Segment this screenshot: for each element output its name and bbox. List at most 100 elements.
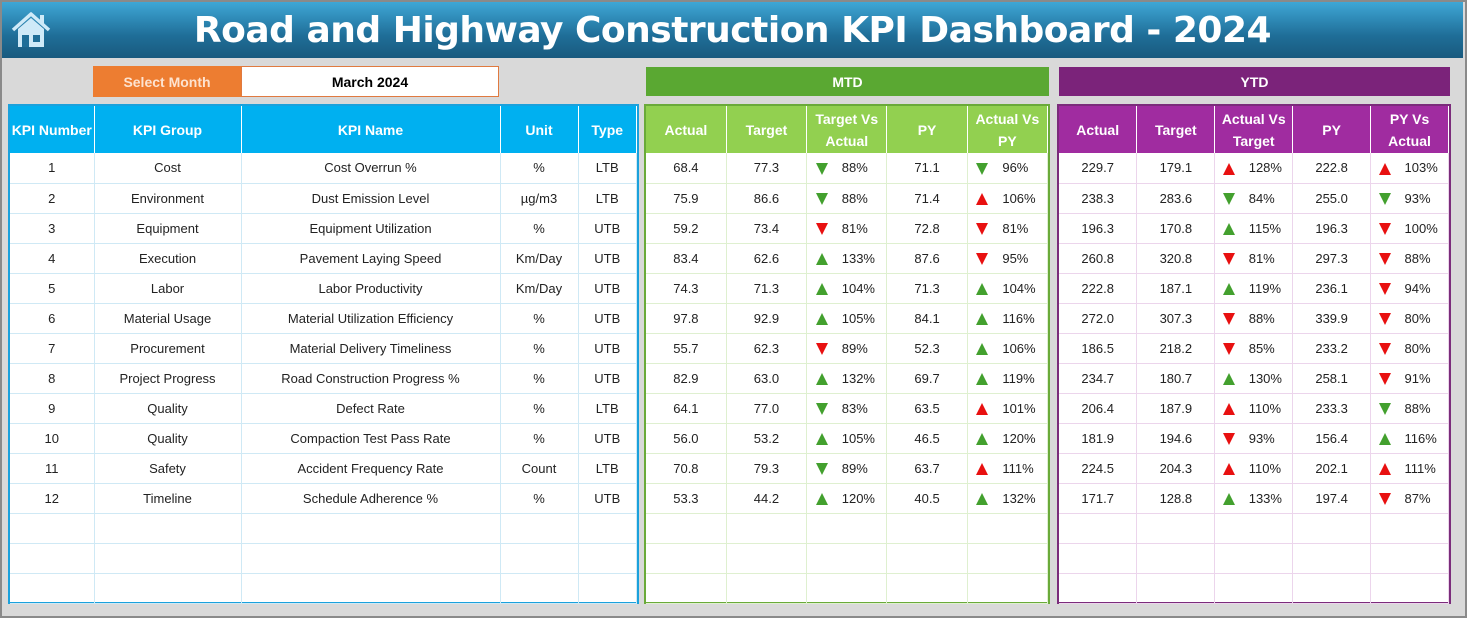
kpi-num-cell: 5 bbox=[10, 273, 95, 304]
ytd-tva-cell: 130% bbox=[1214, 363, 1294, 394]
ytd-avp-cell bbox=[1370, 543, 1449, 574]
ytd-table: Actual Target Actual Vs Target PY PY Vs Actu… bbox=[1057, 104, 1451, 604]
kpi-num-cell: 8 bbox=[10, 363, 95, 394]
ytd-tva-cell: 133% bbox=[1214, 483, 1294, 514]
arrow-down-icon bbox=[815, 463, 828, 476]
ytd-avp-cell: 100% bbox=[1370, 213, 1449, 244]
mtd-actual-cell bbox=[646, 513, 727, 544]
mtd-tva-cell: 83% bbox=[806, 393, 888, 424]
percent-value: 133% bbox=[841, 250, 875, 266]
kpi-unit-cell: % bbox=[500, 333, 579, 364]
mtd-target-cell: 62.3 bbox=[726, 333, 808, 364]
ytd-target-cell: 194.6 bbox=[1136, 423, 1216, 454]
arrow-down-icon bbox=[815, 223, 828, 236]
ytd-actual-cell: 196.3 bbox=[1059, 213, 1138, 244]
arrow-up-icon bbox=[976, 343, 989, 356]
home-icon[interactable] bbox=[10, 10, 52, 50]
percent-value: 111% bbox=[1404, 460, 1436, 476]
table-row: 9 Quality Defect Rate% LTB bbox=[10, 393, 637, 424]
ytd-py-cell: 236.1 bbox=[1292, 273, 1372, 304]
mtd-avp-cell: 119% bbox=[967, 363, 1049, 394]
mtd-target-cell: 77.0 bbox=[726, 393, 808, 424]
mtd-tva-cell: 104% bbox=[806, 273, 888, 304]
column-header: PY bbox=[886, 106, 968, 153]
kpi-type-cell: UTB bbox=[578, 483, 637, 514]
table-row bbox=[646, 543, 1049, 574]
percent-value: 119% bbox=[1002, 370, 1035, 386]
kpi-num-cell: 11 bbox=[10, 453, 95, 484]
mtd-target-cell: 53.2 bbox=[726, 423, 808, 454]
percent-value: 105% bbox=[841, 310, 875, 326]
percent-value: 119% bbox=[1248, 280, 1282, 296]
kpi-name-cell: Labor Productivity bbox=[241, 273, 501, 304]
mtd-py-cell: 72.8 bbox=[886, 213, 968, 244]
kpi-name-cell: Dust Emission Level bbox=[241, 183, 501, 214]
table-row bbox=[646, 573, 1049, 604]
column-header: Target bbox=[726, 106, 808, 153]
mtd-tva-cell: 89% bbox=[806, 333, 888, 364]
kpi-group-cell: Material Usage bbox=[94, 303, 242, 334]
ytd-target-cell: 180.7 bbox=[1136, 363, 1216, 394]
kpi-type-cell: UTB bbox=[578, 363, 637, 394]
arrow-up-icon bbox=[1222, 403, 1235, 416]
mtd-tva-cell bbox=[806, 513, 888, 544]
percent-value: 88% bbox=[1248, 310, 1275, 326]
ytd-actual-cell: 238.3 bbox=[1059, 183, 1138, 214]
percent-value: 89% bbox=[841, 340, 868, 356]
table-row: 272.0 307.3 88% 339.9 80% bbox=[1059, 303, 1449, 334]
mtd-py-cell: 52.3 bbox=[886, 333, 968, 364]
kpi-group-cell bbox=[94, 513, 242, 544]
arrow-up-icon bbox=[815, 493, 828, 506]
arrow-up-icon bbox=[1378, 433, 1391, 446]
column-header: Type bbox=[578, 106, 637, 153]
ytd-avp-cell: 80% bbox=[1370, 333, 1449, 364]
kpi-name-cell: Accident Frequency Rate bbox=[241, 453, 501, 484]
table-row bbox=[1059, 543, 1449, 574]
mtd-avp-cell: 132% bbox=[967, 483, 1049, 514]
mtd-target-cell: 71.3 bbox=[726, 273, 808, 304]
percent-value: 93% bbox=[1404, 190, 1431, 206]
percent-value: 106% bbox=[1002, 190, 1036, 206]
ytd-tva-cell: 110% bbox=[1214, 393, 1294, 424]
mtd-target-cell: 92.9 bbox=[726, 303, 808, 334]
arrow-up-icon bbox=[815, 253, 828, 266]
mtd-py-cell: 71.1 bbox=[886, 153, 968, 184]
kpi-group-cell: Project Progress bbox=[94, 363, 242, 394]
percent-value: 106% bbox=[1002, 340, 1036, 356]
arrow-up-icon bbox=[815, 433, 828, 446]
kpi-num-cell: 4 bbox=[10, 243, 95, 274]
mtd-target-cell: 44.2 bbox=[726, 483, 808, 514]
ytd-tva-cell: 85% bbox=[1214, 333, 1294, 364]
ytd-target-cell: 307.3 bbox=[1136, 303, 1216, 334]
percent-value: 80% bbox=[1404, 310, 1431, 326]
ytd-tva-cell: 119% bbox=[1214, 273, 1294, 304]
arrow-up-icon bbox=[1222, 463, 1235, 476]
kpi-type-cell: LTB bbox=[578, 153, 637, 184]
kpi-group-cell: Execution bbox=[94, 243, 242, 274]
mtd-tva-cell bbox=[806, 573, 888, 604]
ytd-actual-cell: 224.5 bbox=[1059, 453, 1138, 484]
mtd-py-cell: 40.5 bbox=[886, 483, 968, 514]
ytd-avp-cell: 94% bbox=[1370, 273, 1449, 304]
kpi-name-cell: Pavement Laying Speed bbox=[241, 243, 501, 274]
table-row: 64.1 77.0 83% 63.5 101% bbox=[646, 393, 1049, 424]
table-row: 186.5 218.2 85% 233.2 80% bbox=[1059, 333, 1449, 364]
mtd-avp-cell bbox=[967, 573, 1049, 604]
percent-value: 84% bbox=[1248, 190, 1275, 206]
kpi-type-cell: UTB bbox=[578, 423, 637, 454]
mtd-target-cell bbox=[726, 573, 808, 604]
table-row: 10 Quality Compaction Test Pass Rate% UTB bbox=[10, 423, 637, 454]
percent-value: 116% bbox=[1002, 310, 1035, 326]
percent-value: 104% bbox=[1002, 280, 1036, 296]
ytd-target-cell: 283.6 bbox=[1136, 183, 1216, 214]
column-header: Actual bbox=[646, 106, 727, 153]
month-dropdown[interactable]: March 2024 bbox=[241, 66, 499, 97]
kpi-unit-cell: Count bbox=[500, 453, 579, 484]
column-header: PY bbox=[1292, 106, 1372, 153]
table-row: 171.7 128.8 133% 197.4 87% bbox=[1059, 483, 1449, 514]
column-header: PY Vs Actual bbox=[1370, 106, 1449, 153]
mtd-section-header: MTD bbox=[646, 67, 1049, 96]
table-row: 229.7 179.1 128% 222.8 103% bbox=[1059, 153, 1449, 184]
ytd-py-cell: 258.1 bbox=[1292, 363, 1372, 394]
ytd-avp-cell: 116% bbox=[1370, 423, 1449, 454]
